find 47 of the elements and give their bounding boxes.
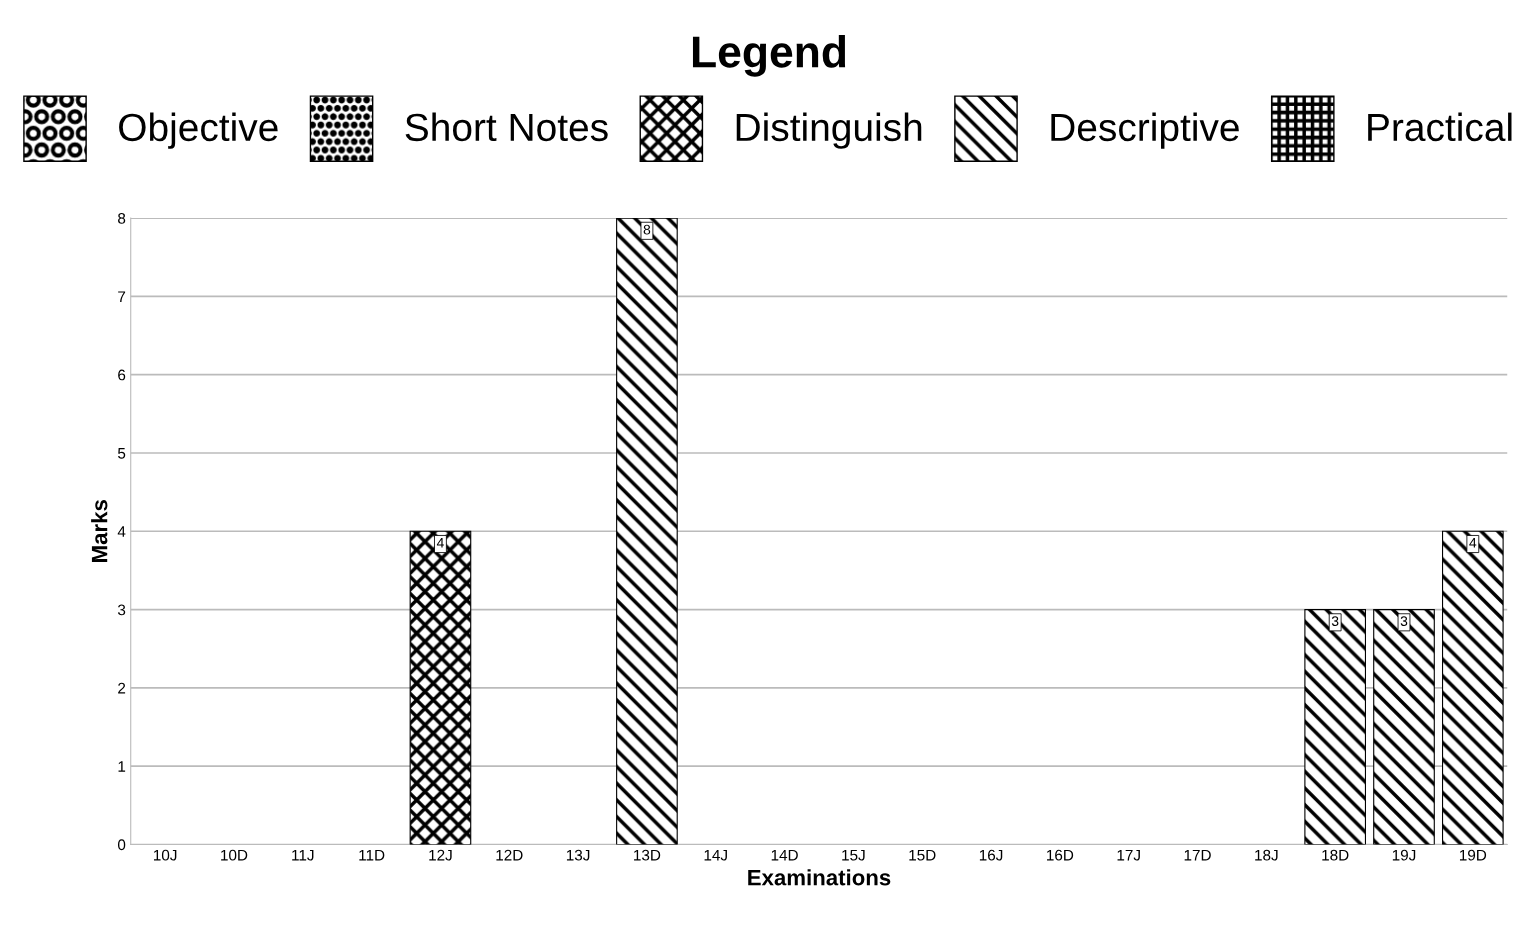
x-tick-label: 16D [1047, 849, 1074, 861]
y-tick-label: 1 [118, 761, 126, 772]
x-tick-label: 12J [429, 849, 452, 861]
legend-label: Distinguish [736, 112, 922, 149]
bar [1304, 609, 1367, 845]
x-tick-label: 18J [1255, 849, 1278, 861]
legend-title: Legend [692, 35, 846, 77]
bar [409, 530, 472, 845]
y-tick-label: 6 [118, 369, 126, 381]
data-label: 8 [643, 224, 651, 235]
legend-label: Short Notes [405, 112, 608, 142]
bar [616, 218, 678, 845]
bar [1373, 609, 1435, 845]
x-tick-label: 19D [1459, 849, 1487, 861]
legend-label: Descriptive [1051, 112, 1239, 149]
x-tick-label: 13D [634, 849, 661, 861]
x-tick-label: 17D [1184, 849, 1211, 861]
x-tick-label: 15D [909, 849, 936, 861]
data-label: 3 [1400, 616, 1408, 627]
y-tick-label: 0 [117, 839, 126, 851]
x-tick-label: 17J [1117, 849, 1140, 861]
y-tick-label: 2 [118, 682, 126, 694]
y-tick-label: 3 [117, 604, 126, 616]
x-tick-label: 13J [566, 849, 590, 861]
bar [1441, 530, 1504, 845]
legend-label: Practical [1368, 112, 1512, 142]
data-label: 4 [436, 538, 444, 548]
x-tick-label: 16J [979, 849, 1003, 861]
x-tick-label: 19J [1392, 849, 1416, 861]
x-tick-label: 10J [153, 849, 177, 861]
legend-label: Objective [119, 112, 278, 149]
data-label: 3 [1331, 616, 1339, 627]
x-tick-label: 18D [1322, 849, 1349, 861]
y-tick-label: 4 [117, 526, 126, 537]
x-tick-label: 14D [771, 849, 798, 861]
y-axis-title: Marks [91, 500, 108, 562]
data-label: 4 [1469, 538, 1477, 548]
x-tick-label: 14J [704, 849, 727, 861]
x-tick-label: 15J [842, 849, 865, 861]
y-tick-label: 8 [118, 212, 126, 224]
x-tick-label: 12D [496, 849, 523, 861]
y-tick-label: 7 [118, 291, 126, 302]
y-tick-label: 5 [117, 448, 126, 459]
x-tick-label: 11J [292, 849, 314, 861]
x-axis-title: Examinations [748, 869, 891, 886]
x-tick-label: 11D [359, 849, 385, 861]
x-tick-label: 10D [221, 849, 248, 861]
